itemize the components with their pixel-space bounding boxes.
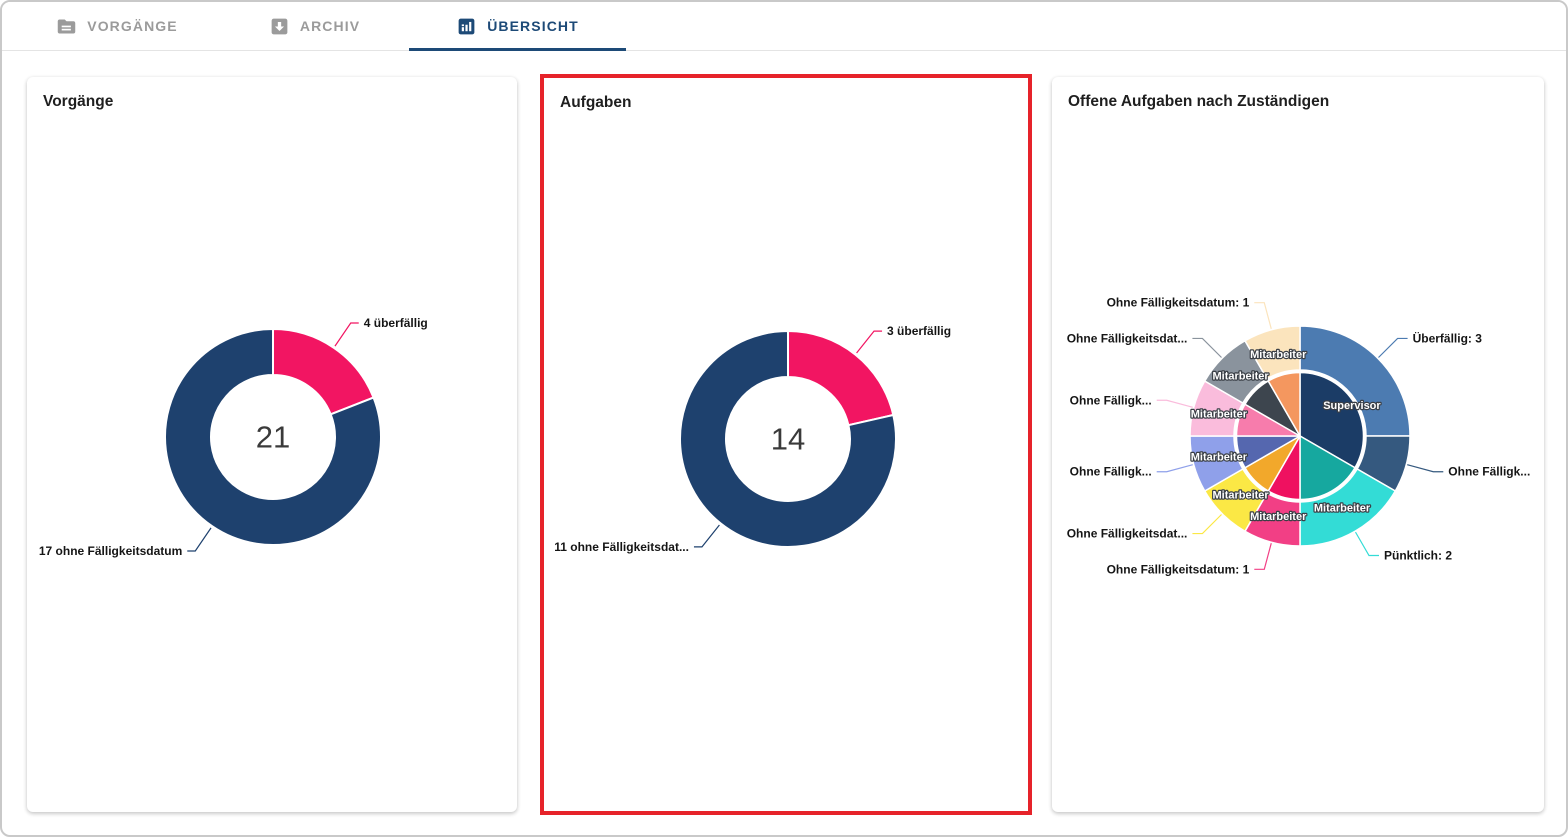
card-vorgaenge: Vorgänge 4 überfällig 17 ohne Fälligkeits… [27,77,517,812]
sunburst-inner-slice[interactable] [1299,435,1356,501]
sunburst-inner-slice[interactable] [1299,371,1365,469]
label-leader-line [1192,337,1222,358]
slice-callout-label: 3 überfällig [887,324,951,338]
tab-label-uebersicht: ÜBERSICHT [487,18,579,34]
label-leader-line [334,322,359,347]
label-leader-line [1192,514,1222,535]
label-leader-line [1254,543,1272,570]
card-offene-aufgaben: Offene Aufgaben nach Zuständigen Überfäl… [1052,77,1544,812]
bar-chart-icon [456,16,477,37]
slice-callout-label: Überfällig: 3 [1413,330,1483,345]
label-leader-line [1156,464,1193,473]
label-leader-line [1407,464,1444,473]
slice-callout-label: Pünktlich: 2 [1384,549,1452,563]
sunburst-outer-slice[interactable] [1244,325,1301,380]
slice-callout-label: Ohne Fälligk... [1070,465,1152,479]
card-title-vorgaenge: Vorgänge [43,93,114,110]
tab-vorgaenge[interactable]: VORGÄNGE [17,2,217,50]
slice-callout-label: Ohne Fälligkeitsdat... [1067,331,1188,345]
slice-callout-label: Ohne Fälligkeitsdatum: 1 [1107,562,1250,576]
slice-callout-label: Ohne Fälligk... [1448,465,1530,479]
folder-icon [56,16,77,37]
sunburst-person-label: Mitarbeiter [1314,503,1371,515]
slice-callout-label: Ohne Fälligkeitsdatum: 1 [1107,296,1250,310]
donut-slice[interactable] [272,328,375,416]
sunburst-person-label: Mitarbeiter [1191,452,1248,464]
tab-label-vorgaenge: VORGÄNGE [87,18,178,34]
card-title-aufgaben: Aufgaben [560,94,632,111]
card-title-offene-aufgaben: Offene Aufgaben nach Zuständigen [1068,93,1330,110]
sunburst-person-label: Mitarbeiter [1250,349,1307,361]
tab-archiv[interactable]: ARCHIV [242,2,387,50]
label-leader-line [187,527,212,552]
sunburst-person-label: Mitarbeiter [1212,371,1269,383]
donut-center-value: 14 [771,422,805,457]
label-leader-line [1378,337,1408,358]
donut-center-value: 21 [256,420,290,455]
donut-slice[interactable] [679,330,897,548]
active-tab-indicator [409,48,626,51]
vorgaenge-donut-chart[interactable]: 4 überfällig 17 ohne Fälligkeitsdatum 21 [27,77,517,810]
donut-slice[interactable] [164,328,382,546]
sunburst-person-label: Supervisor [1323,400,1381,412]
slice-callout-label: Ohne Fälligk... [1070,393,1152,407]
offene-aufgaben-sunburst-chart[interactable]: Überfällig: 3 Ohne Fälligk... Pünktlich: 2… [1052,77,1544,810]
sunburst-person-label: Mitarbeiter [1250,511,1307,523]
card-aufgaben-highlighted: Aufgaben 3 überfällig 11 ohne Fälligkeits… [540,74,1032,815]
label-leader-line [693,524,720,548]
tab-label-archiv: ARCHIV [299,18,361,34]
slice-callout-label: 4 überfällig [364,316,428,330]
sunburst-person-label: Mitarbeiter [1191,408,1248,420]
label-leader-line [1354,531,1379,557]
slice-callout-label: Ohne Fälligkeitsdat... [1067,527,1188,541]
label-leader-line [1254,302,1272,329]
tab-uebersicht[interactable]: ÜBERSICHT [409,2,626,51]
tab-bar: VORGÄNGE ARCHIV ÜBERSICHT [2,2,1566,51]
slice-callout-label: 17 ohne Fälligkeitsdatum [39,544,182,558]
label-leader-line [856,330,883,354]
donut-slice[interactable] [787,330,895,427]
label-leader-line [1156,399,1193,408]
sunburst-inner-slice[interactable] [1267,371,1301,437]
aufgaben-donut-chart[interactable]: 3 überfällig 11 ohne Fälligkeitsdat... 14 [544,78,1028,811]
slice-callout-label: 11 ohne Fälligkeitsdat... [554,540,689,554]
sunburst-person-label: Mitarbeiter [1212,489,1269,501]
archive-icon [269,16,290,37]
